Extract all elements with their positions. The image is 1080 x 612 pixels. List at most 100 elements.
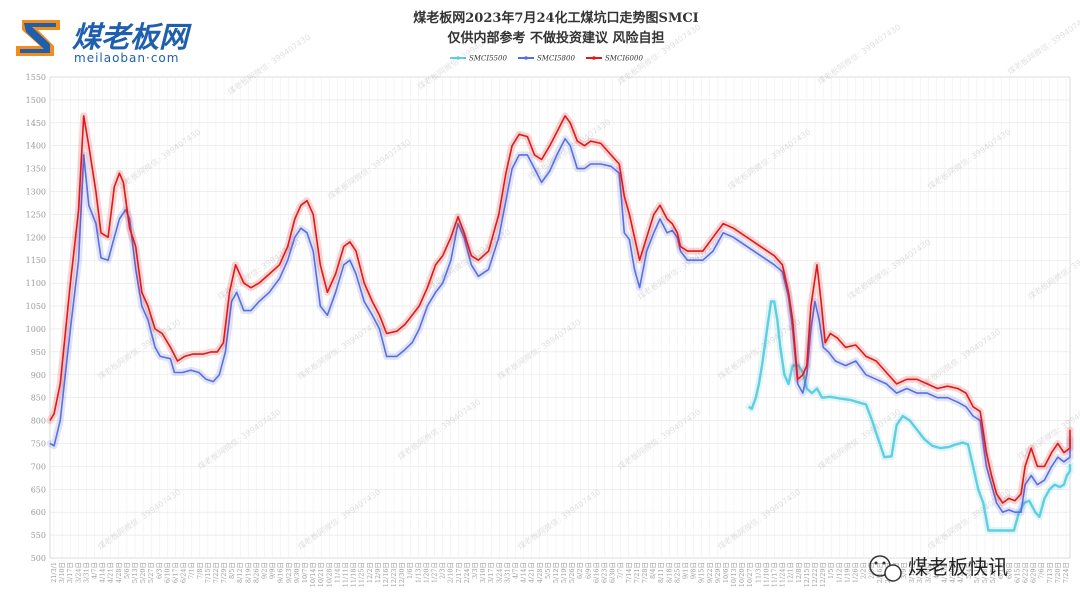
x-tick-label: 11/4日 <box>333 562 341 583</box>
x-tick-label: 7/22日 <box>212 562 220 583</box>
x-tick-label: 8/26日 <box>252 562 260 583</box>
x-tick-label: 3/31日 <box>503 562 511 583</box>
x-tick-label: 3/10日 <box>479 562 487 583</box>
x-tick-label: 2/24日 <box>463 562 471 583</box>
x-tick-label: 4/7日 <box>511 562 519 579</box>
x-tick-label: 11/10日 <box>762 562 770 587</box>
x-tick-label: 3/17日 <box>66 562 74 583</box>
y-tick-label: 800 <box>31 417 46 426</box>
y-tick-label: 700 <box>31 462 46 471</box>
y-tick-label: 950 <box>31 348 46 357</box>
x-tick-label: 1/20日 <box>422 562 430 583</box>
y-tick-label: 1550 <box>26 73 46 82</box>
chart-subtitle: 仅供内部参考 不做投资建议 风险自担 <box>446 30 664 46</box>
x-tick-label: 12/1日 <box>787 562 795 583</box>
x-tick-label: 7/1日 <box>188 562 196 579</box>
legend-label: SMCI5500 <box>469 55 507 63</box>
x-tick-label: 3/23日 <box>916 562 924 583</box>
logo-name: 煤老板网 <box>72 20 192 54</box>
x-tick-label: 5/27日 <box>147 562 155 583</box>
x-tick-label: 4/7日 <box>91 562 99 579</box>
legend-marker <box>592 56 596 60</box>
x-tick-label: 9/9日 <box>269 562 277 579</box>
x-tick-label: 8/12日 <box>236 562 244 583</box>
x-tick-label: 10/6日 <box>722 562 730 583</box>
x-tick-label: 4/28日 <box>536 562 544 583</box>
wechat-account-name: 煤老板快讯 <box>908 555 1008 579</box>
x-tick-label: 7/28日 <box>641 562 649 583</box>
y-tick-label: 550 <box>31 531 46 540</box>
watermark-text: 煤老板网微信: 399407430 <box>815 407 902 472</box>
watermark-text: 煤老板网微信: 399407430 <box>295 317 382 382</box>
x-tick-label: 8/11日 <box>657 562 665 583</box>
x-tick-label: 6/15日 <box>1013 562 1021 583</box>
x-tick-label: 10/28日 <box>325 562 333 587</box>
watermark-text: 煤老板网微信: 399407430 <box>325 137 412 202</box>
y-tick-label: 600 <box>31 508 46 517</box>
logo: 煤老板网 meilaoban·com <box>16 20 192 65</box>
x-tick-label: 12/16日 <box>382 562 390 587</box>
x-tick-label: 5/26日 <box>568 562 576 583</box>
x-tick-label: 1/6日 <box>406 562 414 579</box>
x-tick-label: 7/6日 <box>1038 562 1046 579</box>
x-tick-label: 9/15日 <box>698 562 706 583</box>
legend-marker <box>524 56 528 60</box>
x-tick-label: 9/29日 <box>714 562 722 583</box>
x-tick-label: 7/14日 <box>625 562 633 583</box>
x-tick-label: 1/12日 <box>835 562 843 583</box>
x-tick-label: 4/28日 <box>115 562 123 583</box>
watermark-text: 煤老板网微信: 399407430 <box>225 32 312 97</box>
x-tick-label: 6/8日 <box>1005 562 1013 579</box>
x-tick-label: 7/13日 <box>1046 562 1054 583</box>
legend-label: SMCI6000 <box>605 55 643 63</box>
x-tick-label: 6/3日 <box>155 562 163 579</box>
watermark-text: 煤老板网微信: 399407430 <box>95 487 182 552</box>
x-tick-label: 3/9日 <box>900 562 908 579</box>
x-tick-label: 12/8日 <box>795 562 803 583</box>
x-axis-ticks: 21/3/1 3/10日 3/17日 3/24日 3/31日 4/7日 4/14日 4/21日… <box>50 562 1070 587</box>
x-tick-label: 4/14日 <box>99 562 107 583</box>
x-tick-label: 12/30日 <box>398 562 406 587</box>
x-tick-label: 7/7日 <box>617 562 625 579</box>
x-tick-label: 6/24日 <box>180 562 188 583</box>
x-tick-label: 4/6日 <box>932 562 940 579</box>
x-tick-label: 5/12日 <box>552 562 560 583</box>
x-tick-label: 10/21日 <box>317 562 325 587</box>
y-tick-label: 1500 <box>26 96 46 105</box>
x-tick-label: 3/30日 <box>924 562 932 583</box>
x-tick-label: 5/13日 <box>131 562 139 583</box>
x-tick-label: 5/18日 <box>981 562 989 583</box>
chart-legend: SMCI5500 SMCI5800 SMCI6000 <box>450 55 643 63</box>
x-tick-label: 5/6日 <box>123 562 131 579</box>
x-tick-label: 10/20日 <box>738 562 746 587</box>
x-tick-label: 6/29日 <box>1030 562 1038 583</box>
x-tick-label: 5/4日 <box>965 562 973 579</box>
x-tick-label: 1/27日 <box>431 562 439 583</box>
x-tick-label: 2/17日 <box>455 562 463 583</box>
x-tick-label: 4/14日 <box>520 562 528 583</box>
wechat-badge: 煤老板快讯 <box>869 555 1008 582</box>
legend-marker <box>456 56 460 60</box>
watermark-text: 煤老板网微信: 399407430 <box>845 237 932 302</box>
series-line-smci5500 <box>748 300 1072 532</box>
x-tick-label: 9/2日 <box>261 562 269 579</box>
x-tick-label: 10/27日 <box>746 562 754 587</box>
x-tick-label: 8/25日 <box>673 562 681 583</box>
x-tick-label: 11/24日 <box>779 562 787 587</box>
x-tick-label: 12/2日 <box>366 562 374 583</box>
y-tick-label: 500 <box>31 554 46 563</box>
chart-grid <box>49 76 1071 559</box>
x-tick-label: 2/2日 <box>860 562 868 579</box>
y-tick-label: 1300 <box>26 188 46 197</box>
x-tick-label: 3/10日 <box>58 562 66 583</box>
watermark-text: 煤老板网微信: 399407430 <box>725 127 812 192</box>
x-tick-label: 11/18日 <box>350 562 358 587</box>
x-tick-label: 12/22日 <box>811 562 819 587</box>
x-tick-label: 8/19日 <box>244 562 252 583</box>
x-tick-label: 9/1日 <box>681 562 689 579</box>
x-tick-label: 4/21日 <box>107 562 115 583</box>
x-tick-label: 6/9日 <box>584 562 592 579</box>
x-tick-label: 11/17日 <box>771 562 779 587</box>
watermark-text: 煤老板网微信: 399407430 <box>715 487 802 552</box>
x-tick-label: 4/27日 <box>957 562 965 583</box>
